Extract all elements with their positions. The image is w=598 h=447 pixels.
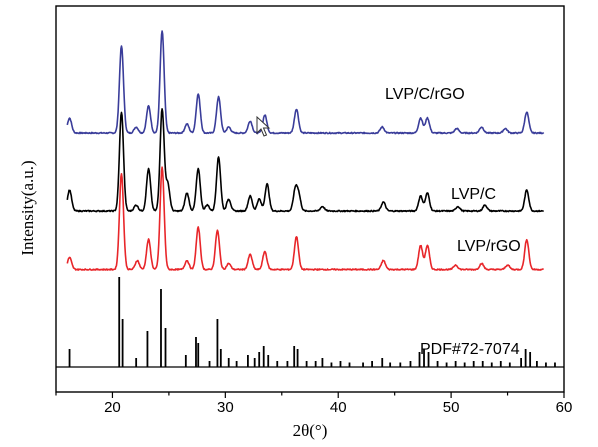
cursor-pointer-icon [256,115,271,137]
plot-frame [55,5,565,393]
series-line-3 [66,166,544,271]
reference-sticks [68,277,556,367]
series-label-2: LVP/C [451,186,496,203]
x-tick-label: 50 [443,399,460,416]
series-lines [66,30,545,271]
x-axis-ticks: 20 30 40 50 60 [55,392,573,416]
x-tick-label: 40 [330,399,347,416]
series-label-3: LVP/rGO [457,238,521,255]
x-axis-title: 2θ(°) [293,421,328,440]
x-tick-label: 20 [104,399,121,416]
x-tick-label: 60 [556,399,573,416]
series-line-1 [66,30,545,135]
x-tick-label: 30 [217,399,234,416]
y-axis-title: Intensity(a.u.) [18,160,37,255]
series-label-1: LVP/C/rGO [385,86,465,103]
series-labels: LVP/C/rGO LVP/C LVP/rGO PDF#72-7074 [385,86,521,358]
reference-label: PDF#72-7074 [420,341,520,358]
series-line-2 [66,108,544,213]
